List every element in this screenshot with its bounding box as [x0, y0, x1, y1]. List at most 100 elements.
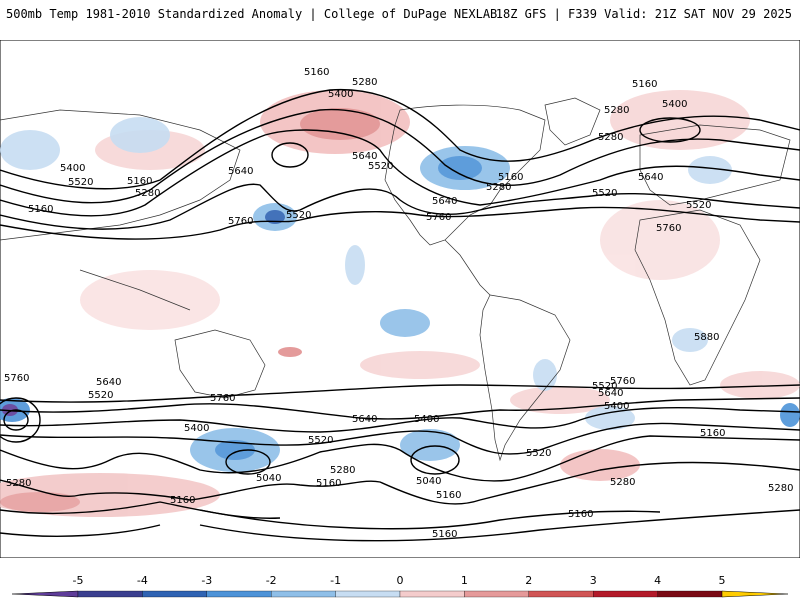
south-america-outline	[479, 294, 571, 462]
contour-line	[0, 108, 800, 204]
contour-label: 5520	[88, 390, 113, 401]
colorbar-swatch	[593, 590, 658, 598]
colorbar-low-end	[11, 590, 79, 598]
warm-anomaly-area	[600, 200, 720, 280]
cold-anomaly-area	[345, 245, 365, 285]
colorbar-swatches	[11, 590, 789, 598]
contour-label: 5640	[432, 196, 457, 207]
contour-label: 5760	[228, 216, 253, 227]
contour-label: 5160	[432, 529, 457, 540]
contour-line	[0, 397, 800, 420]
contour-label: 5520	[308, 435, 333, 446]
cold-anomaly-area	[0, 130, 60, 170]
contour-line	[0, 524, 161, 537]
contour-labels: 5160 5280 5400 5160 5280 5400 5520 5640 …	[4, 67, 793, 540]
contour-label: 5880	[694, 332, 719, 343]
contour-label: 5160	[127, 176, 152, 187]
contour-label: 5280	[330, 465, 355, 476]
contour-closed-low	[3, 409, 29, 431]
contour-line	[0, 88, 800, 190]
contour-label: 5520	[686, 200, 711, 211]
colorbar-swatch	[528, 590, 594, 598]
colorbar-tick-label: -5	[73, 574, 84, 587]
contour-label: 5160	[170, 495, 195, 506]
australia-outline	[174, 329, 266, 399]
colorbar-swatch	[271, 590, 336, 598]
contour-label: 5160	[304, 67, 329, 78]
cold-anomaly-area	[780, 403, 800, 427]
contour-label: 5280	[768, 483, 793, 494]
colorbar-tick-label: -4	[137, 574, 148, 587]
cold-anomaly-area	[215, 440, 255, 460]
contour-label: 5280	[604, 105, 629, 116]
contour-label: 5640	[638, 172, 663, 183]
contour-closed-high	[639, 117, 701, 143]
contour-label: 5400	[60, 163, 85, 174]
cold-anomaly-area	[672, 328, 708, 352]
colorbar: -5 -4 -3 -2 -1 0 1 2 3 4 5	[11, 574, 789, 598]
colorbar-swatch	[464, 590, 529, 598]
cold-anomaly-area	[110, 117, 170, 153]
colorbar-ticks: -5 -4 -3 -2 -1 0 1 2 3 4 5	[73, 574, 726, 587]
warm-anomaly-area	[560, 449, 640, 481]
colorbar-swatch	[335, 590, 401, 598]
coastlines	[0, 97, 791, 462]
contour-line	[199, 509, 661, 530]
colorbar-tick-label: -3	[201, 574, 212, 587]
contour-label: 5280	[135, 188, 160, 199]
cold-anomaly-area	[265, 210, 285, 224]
contour-label: 5520	[68, 177, 93, 188]
central-america-outline	[444, 239, 491, 296]
contour-label: 5400	[414, 414, 439, 425]
cold-anomaly-area	[380, 309, 430, 337]
contour-label: 5760	[656, 223, 681, 234]
contour-label: 5040	[416, 476, 441, 487]
contour-label: 5160	[632, 79, 657, 90]
map-title: 500mb Temp 1981-2010 Standardized Anomal…	[6, 7, 498, 21]
height-contours	[0, 88, 800, 542]
contour-closed-low	[271, 142, 309, 168]
contour-label: 5280	[598, 132, 623, 143]
contour-label: 5520	[368, 161, 393, 172]
contour-line	[199, 509, 800, 542]
anomaly-map: 5160 5280 5400 5160 5280 5400 5520 5640 …	[0, 40, 800, 558]
cold-anomaly-area	[533, 359, 557, 391]
colorbar-tick-label: 1	[461, 574, 468, 587]
contour-label: 5400	[184, 423, 209, 434]
contour-label: 5280	[6, 478, 31, 489]
warm-anomaly-area	[278, 347, 302, 357]
contour-line	[0, 206, 800, 240]
cold-anomaly-area	[438, 156, 482, 180]
contour-label: 5640	[96, 377, 121, 388]
contour-label: 5760	[4, 373, 29, 384]
contour-label: 5520	[592, 381, 617, 392]
maritime-continent-outline	[79, 269, 191, 311]
colorbar-swatch	[399, 590, 465, 598]
contour-label: 5400	[662, 99, 687, 110]
colorbar-high-end	[721, 590, 789, 598]
contour-label: 5520	[286, 210, 311, 221]
contour-closed-low	[410, 445, 460, 475]
contour-line	[0, 384, 800, 403]
north-america-outline	[384, 104, 546, 246]
warm-anomaly-area	[300, 108, 380, 140]
colorbar-tick-label: 2	[525, 574, 532, 587]
colorbar-tick-label: -1	[330, 574, 341, 587]
contour-closed-low	[225, 449, 271, 475]
contour-line	[0, 129, 800, 217]
cold-anomaly-area	[585, 406, 635, 430]
colorbar-swatch	[77, 590, 143, 598]
contour-closed-low	[0, 397, 41, 443]
contour-label: 5160	[28, 204, 53, 215]
contour-label: 5160	[316, 478, 341, 489]
contour-label: 5640	[598, 388, 623, 399]
contour-label: 5640	[352, 414, 377, 425]
warm-anomaly-area	[80, 270, 220, 330]
contour-label: 5400	[328, 89, 353, 100]
contour-line	[0, 422, 800, 455]
warm-anomaly-area	[720, 371, 800, 399]
colorbar-swatch	[657, 590, 723, 598]
colorbar-tick-label: 5	[719, 574, 726, 587]
europe-outline	[639, 124, 791, 206]
contour-label: 5280	[610, 477, 635, 488]
